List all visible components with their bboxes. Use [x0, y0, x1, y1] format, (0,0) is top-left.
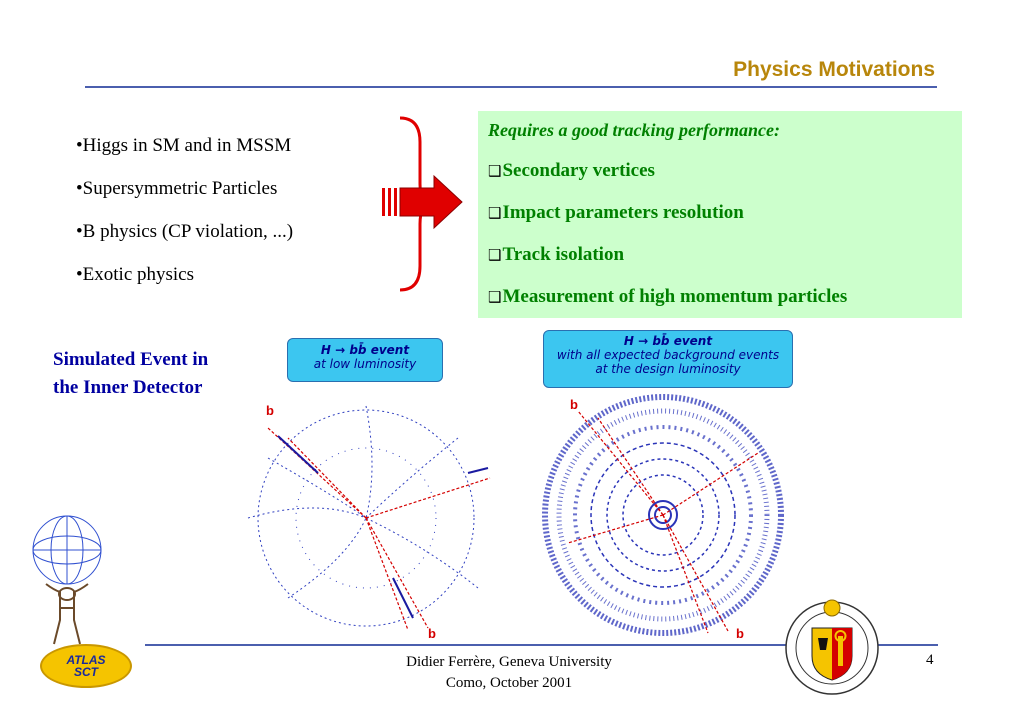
atlas-figure-logo — [32, 515, 102, 645]
list-item: •Higgs in SM and in MSSM — [76, 135, 292, 156]
b-quark-label: b — [428, 626, 436, 641]
requirement-item: ❑Track isolation — [488, 244, 625, 265]
list-item: •B physics (CP violation, ...) — [76, 221, 294, 242]
footer-text: Didier Ferrère, Geneva University Como, … — [406, 654, 612, 691]
event-caption-low-luminosity: H → bb̄ event at low luminosity — [287, 338, 443, 382]
simulated-event-label: Simulated Event in the Inner Detector — [53, 349, 209, 398]
list-item: •Exotic physics — [76, 264, 194, 285]
checkbox-icon: ❑ — [488, 246, 502, 264]
checkbox-icon: ❑ — [488, 162, 502, 180]
b-quark-label: b — [570, 397, 578, 412]
b-quark-label: b — [736, 626, 744, 641]
event-display-design-luminosity — [542, 394, 784, 636]
requirement-item: ❑Secondary vertices — [488, 160, 655, 181]
checkbox-icon: ❑ — [488, 288, 502, 306]
red-arrow-icon — [382, 174, 463, 230]
requirements-box: Requires a good tracking performance: ❑S… — [478, 111, 962, 318]
brace-arrow-graphic — [382, 116, 463, 292]
atlas-sct-logo: ATLAS SCT — [40, 644, 132, 688]
bottom-divider — [145, 644, 938, 646]
page-number: 4 — [926, 652, 934, 668]
event-display-low-luminosity — [247, 405, 491, 631]
event-caption-design-luminosity: H → bb̄ event with all expected backgrou… — [543, 330, 793, 388]
requirement-item: ❑Measurement of high momentum particles — [488, 286, 848, 307]
list-item: •Supersymmetric Particles — [76, 178, 278, 199]
top-divider — [85, 86, 937, 88]
checkbox-icon: ❑ — [488, 204, 502, 222]
b-quark-label: b — [266, 403, 274, 418]
physics-topics-list: •Higgs in SM and in MSSM •Supersymmetric… — [76, 132, 293, 304]
university-seal-logo — [785, 599, 879, 695]
requirements-heading: Requires a good tracking performance: — [488, 120, 780, 140]
page-title: Physics Motivations — [733, 58, 935, 81]
requirement-item: ❑Impact parameters resolution — [488, 202, 744, 223]
